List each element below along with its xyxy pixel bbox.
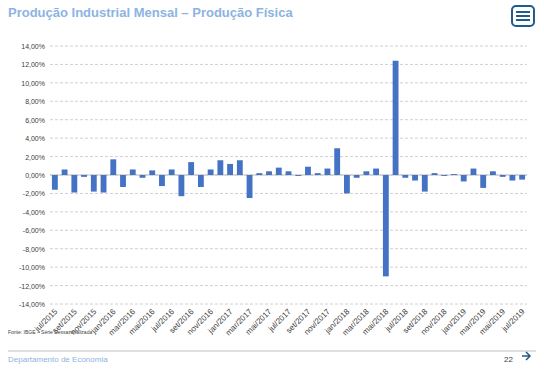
bar xyxy=(471,169,477,175)
grid-line xyxy=(50,156,527,157)
y-tick-label: 14,00% xyxy=(21,43,45,50)
x-tick-label: jul/2019 xyxy=(500,307,527,334)
y-tick-label: -4,00% xyxy=(23,209,45,216)
bar xyxy=(198,175,204,187)
bar xyxy=(237,160,243,175)
y-tick-label: 6,00% xyxy=(25,117,45,124)
bar xyxy=(140,175,146,178)
footer-line xyxy=(8,351,536,352)
y-tick-label: 12,00% xyxy=(21,61,45,68)
grid-line xyxy=(50,119,527,120)
bar xyxy=(149,170,155,175)
bar xyxy=(52,175,58,190)
page-number: 22 xyxy=(504,355,513,364)
grid-line xyxy=(50,101,527,102)
bar xyxy=(315,173,321,175)
y-tick-label: -6,00% xyxy=(23,227,45,234)
bar xyxy=(480,175,486,188)
logo xyxy=(512,6,534,26)
bar xyxy=(188,162,194,175)
grid-line xyxy=(50,267,527,268)
grid-line xyxy=(50,64,527,65)
bar xyxy=(451,174,457,176)
bar xyxy=(62,169,68,175)
grid-line xyxy=(50,193,527,194)
bar xyxy=(159,175,165,186)
bar xyxy=(101,175,107,193)
bar xyxy=(305,167,311,175)
bar xyxy=(276,168,282,175)
grid-line xyxy=(50,285,527,286)
bar xyxy=(432,173,438,175)
bar xyxy=(344,175,350,193)
y-tick-label: -2,00% xyxy=(23,190,45,197)
bar xyxy=(373,169,379,175)
bar xyxy=(110,159,116,175)
x-tick-label: mai/2018 xyxy=(361,307,391,337)
bar xyxy=(393,61,399,175)
grid-line xyxy=(50,46,527,47)
logo-lines xyxy=(516,12,530,20)
source: Fonte: IBGE – Série Dessazonalizada xyxy=(8,329,92,335)
y-tick-label: 8,00% xyxy=(25,98,45,105)
bar xyxy=(500,175,506,177)
bar xyxy=(169,169,175,175)
bar xyxy=(208,169,214,175)
grid-line xyxy=(50,230,527,231)
y-tick-label: -8,00% xyxy=(23,246,45,253)
grid-line xyxy=(50,138,527,139)
bar xyxy=(256,173,262,175)
bar xyxy=(130,169,136,175)
bars xyxy=(52,61,525,277)
footer-arrow xyxy=(522,352,530,360)
bar xyxy=(91,175,97,192)
bar xyxy=(325,169,331,175)
bar xyxy=(178,175,184,196)
bar xyxy=(286,171,292,175)
x-tick-label: mai/2019 xyxy=(477,307,507,337)
bar xyxy=(441,175,447,177)
y-tick-label: 4,00% xyxy=(25,135,45,142)
y-tick-label: -12,00% xyxy=(19,283,45,290)
logo-frame xyxy=(512,6,534,26)
grid-line xyxy=(50,248,527,249)
bar xyxy=(412,175,418,181)
grid-line xyxy=(50,82,527,83)
bar xyxy=(461,175,467,181)
bar xyxy=(227,164,233,175)
x-tick-label: mai/2017 xyxy=(244,307,274,337)
footer: Departamento de Economia xyxy=(8,355,108,364)
bar xyxy=(217,160,223,175)
bar xyxy=(81,175,87,177)
y-tick-label: 10,00% xyxy=(21,80,45,87)
bar xyxy=(363,171,369,175)
y-tick-label: -14,00% xyxy=(19,301,45,308)
x-tick-label: mai/2016 xyxy=(127,307,157,337)
bar xyxy=(519,175,525,180)
bar xyxy=(120,175,126,187)
title: Produção Industrial Mensal – Produção Fí… xyxy=(8,5,293,20)
bar xyxy=(509,175,515,181)
bar xyxy=(383,175,389,276)
bar xyxy=(295,175,301,177)
bar xyxy=(354,175,360,178)
bar xyxy=(422,175,428,192)
y-tick-label: 2,00% xyxy=(25,154,45,161)
bar xyxy=(490,171,496,175)
bar xyxy=(334,148,340,175)
y-tick-label: 0,00% xyxy=(25,172,45,179)
bar xyxy=(266,171,272,175)
bar xyxy=(71,175,77,193)
bar xyxy=(402,175,408,178)
chart: Produção Industrial Mensal – Produção Fí… xyxy=(0,0,544,369)
grid-line xyxy=(50,304,527,305)
y-tick-label: -10,00% xyxy=(19,264,45,271)
grid-line xyxy=(50,211,527,212)
bar xyxy=(247,175,253,198)
